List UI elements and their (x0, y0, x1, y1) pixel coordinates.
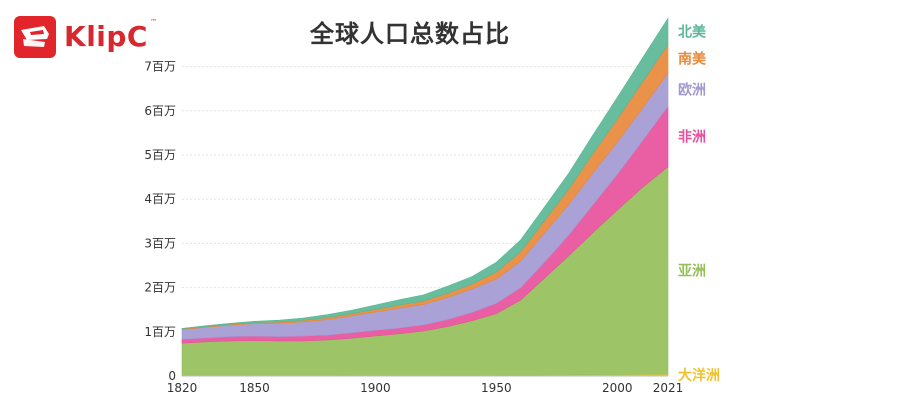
brand-name: KlipC (64, 20, 148, 53)
y-tick-label: 2百万 (144, 281, 176, 295)
y-tick-label: 0 (168, 369, 176, 383)
y-tick-label: 5百万 (144, 148, 176, 162)
x-tick-labels: 1820 1850 1900 1950 2000 2021 (167, 381, 684, 395)
y-tick-label: 3百万 (144, 236, 176, 250)
brand-logo: KlipC ™ (14, 16, 157, 58)
series-label: 北美 (678, 23, 707, 40)
series-label: 大洋洲 (678, 367, 720, 384)
series-areas (181, 17, 669, 377)
y-tick-label: 7百万 (144, 60, 176, 74)
y-tick-label: 1百万 (144, 325, 176, 339)
brand-mark-icon (14, 16, 56, 58)
area-series-5[interactable] (181, 17, 669, 330)
chart-title: 全球人口总数占比 (310, 20, 510, 48)
x-tick-label: 1950 (481, 381, 512, 395)
x-tick-label: 1900 (360, 381, 391, 395)
x-tick-label: 2021 (653, 381, 684, 395)
series-label: 非洲 (678, 129, 706, 146)
brand-mark-svg (21, 26, 49, 47)
series-labels: 大洋洲 亚洲 非洲 欧洲 南美 北美 (678, 23, 720, 384)
x-tick-label: 1850 (239, 381, 270, 395)
x-tick-label: 2000 (602, 381, 633, 395)
series-label: 欧洲 (678, 82, 706, 99)
series-label: 南美 (678, 51, 707, 68)
x-tick-label: 1820 (167, 381, 198, 395)
y-tick-label: 4百万 (144, 192, 176, 206)
series-label: 亚洲 (678, 263, 706, 279)
y-tick-label: 6百万 (144, 104, 176, 118)
y-tick-labels: 0 1百万 2百万 3百万 4百万 5百万 6百万 7百万 (144, 60, 176, 383)
brand-trademark: ™ (150, 18, 157, 26)
